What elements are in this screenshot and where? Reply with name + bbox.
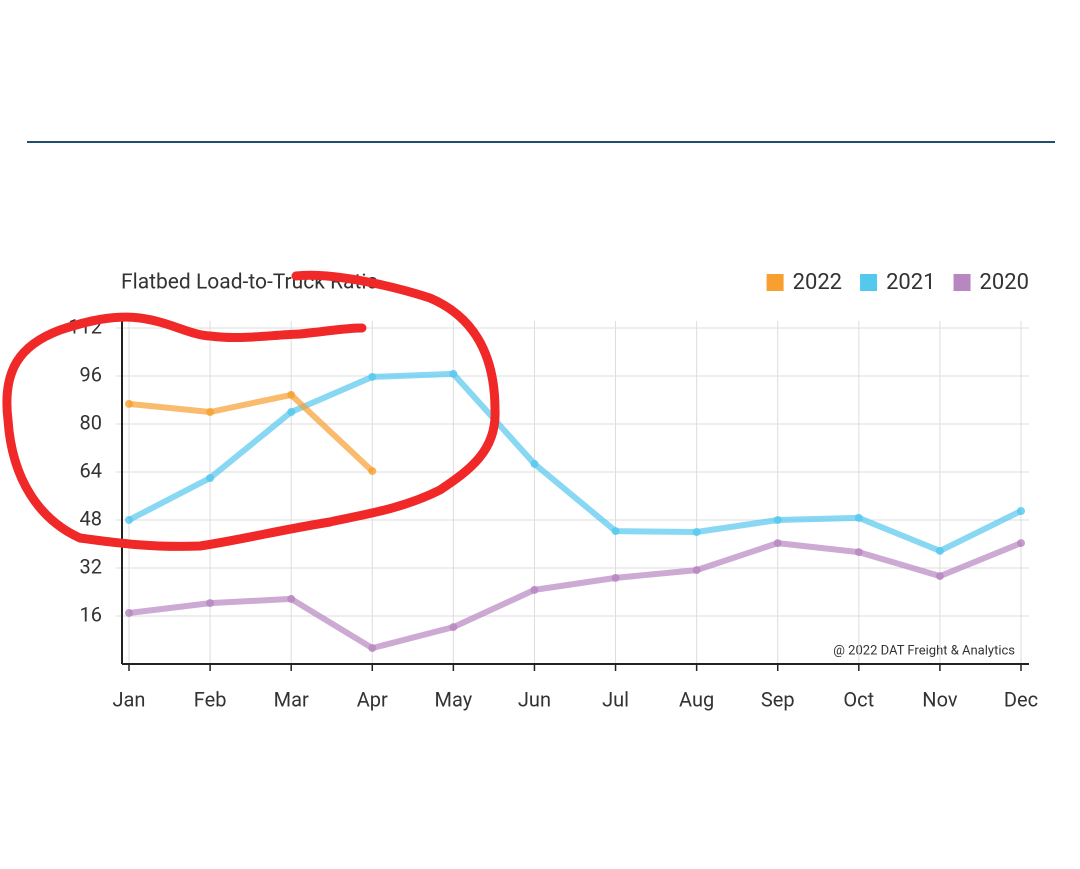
data-point — [287, 408, 296, 416]
data-point — [1017, 539, 1025, 548]
data-point — [368, 467, 377, 476]
data-point — [773, 516, 782, 524]
legend-swatch — [860, 274, 878, 291]
data-point — [611, 527, 620, 536]
y-tick-label: 16 — [80, 602, 102, 626]
x-tick-label: Oct — [843, 687, 874, 711]
legend-label: 2021 — [886, 270, 935, 295]
data-point — [854, 513, 863, 522]
series-line — [127, 370, 1023, 554]
x-tick-label: Feb — [194, 687, 227, 711]
data-point — [206, 474, 215, 482]
x-tick-label: Jul — [602, 687, 629, 711]
x-tick-label: Apr — [357, 687, 388, 711]
x-tick-label: Aug — [679, 687, 714, 711]
x-tick-label: May — [435, 687, 473, 711]
hand-drawn-circle — [2, 270, 500, 551]
legend-label: 2022 — [793, 270, 842, 295]
data-point — [935, 546, 944, 555]
x-tick-label: Jun — [518, 687, 551, 711]
series-line — [128, 540, 1023, 652]
data-point — [449, 623, 458, 632]
data-point — [692, 528, 701, 536]
credit: @ 2022 DAT Freight & Analytics — [833, 643, 1015, 658]
data-point — [368, 644, 377, 653]
data-point — [206, 599, 215, 608]
data-point — [125, 399, 133, 408]
x-tick-label: Jan — [113, 687, 146, 711]
data-point — [935, 572, 944, 581]
x-tick-label: Dec — [1004, 687, 1038, 711]
data-point — [692, 566, 701, 575]
data-point — [368, 372, 377, 381]
data-point — [611, 573, 620, 582]
series-line — [128, 391, 375, 474]
data-point — [530, 585, 539, 594]
data-point — [206, 408, 215, 416]
data-point — [125, 609, 133, 617]
plot: Jan Feb Mar Apr May Jun Jul Aug Sep Oct Nov Dec 16 32… — [68, 270, 1038, 711]
data-point — [287, 390, 296, 399]
x-tick-label: Nov — [922, 687, 958, 711]
data-point — [773, 539, 782, 548]
data-point — [530, 459, 539, 468]
x-tick-label: Mar — [274, 687, 309, 711]
legend-swatch — [953, 274, 971, 291]
data-point — [125, 516, 133, 524]
data-point — [287, 594, 296, 603]
legend-label: 2020 — [980, 270, 1029, 295]
y-tick-label: 32 — [80, 554, 102, 578]
data-point — [1017, 507, 1025, 515]
legend-swatch — [766, 274, 784, 291]
y-tick-label: 64 — [80, 458, 102, 482]
y-tick-label: 80 — [80, 410, 102, 434]
data-point — [854, 548, 863, 557]
y-tick-label: 96 — [80, 362, 102, 386]
y-tick-label: 48 — [80, 506, 102, 530]
data-point — [449, 369, 458, 378]
x-tick-label: Sep — [761, 687, 795, 711]
